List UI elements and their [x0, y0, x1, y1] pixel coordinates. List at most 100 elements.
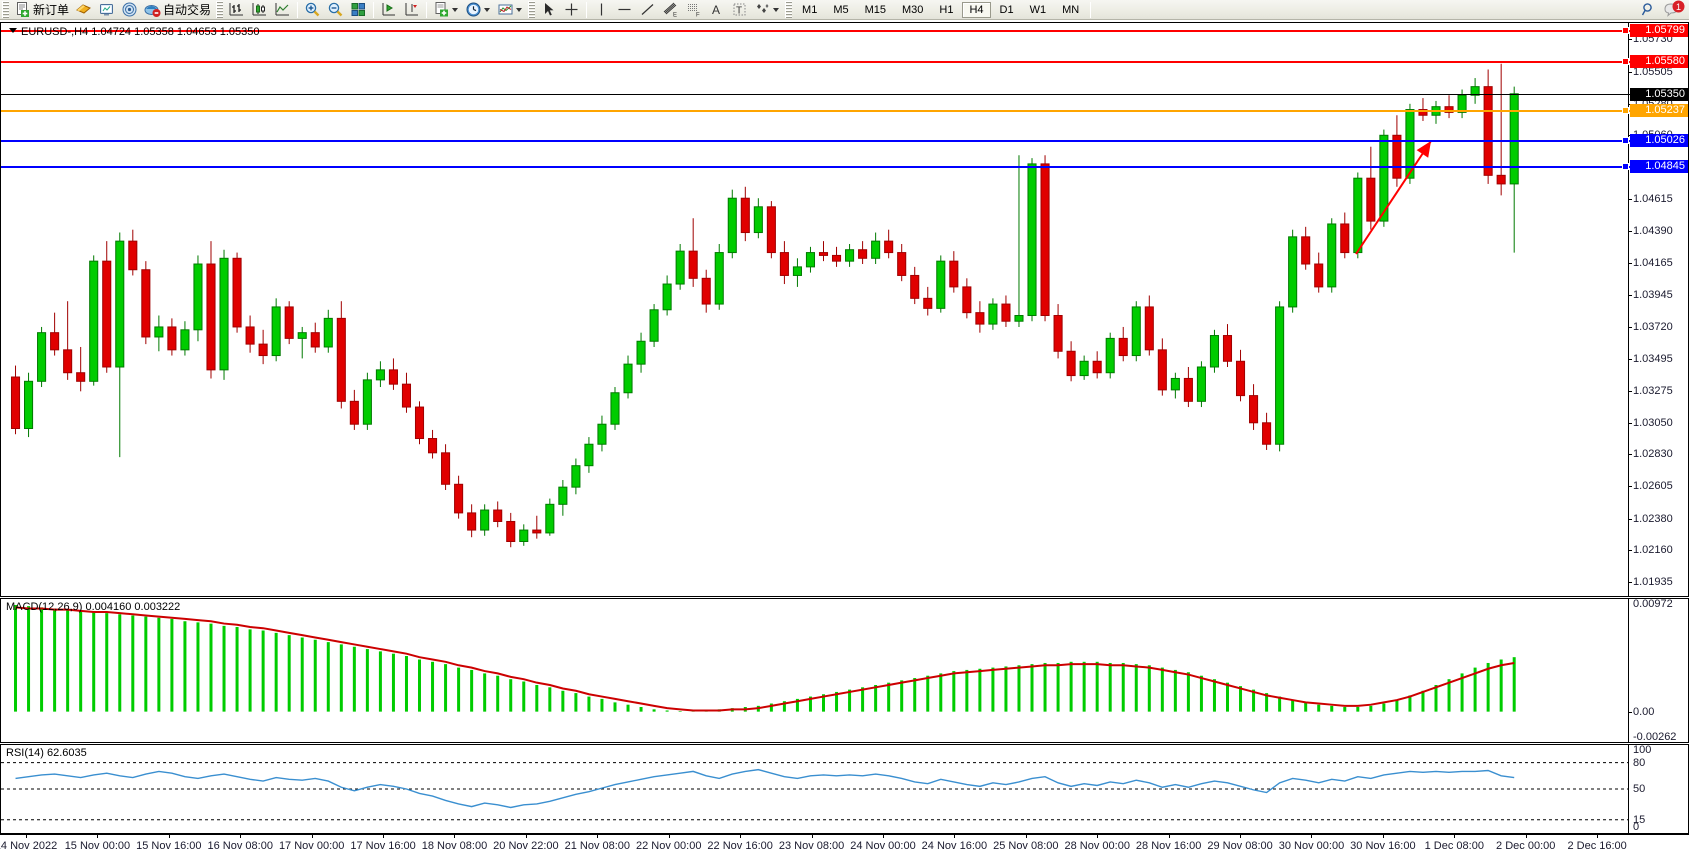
timeframe-w1[interactable]: W1 — [1029, 3, 1047, 16]
equidistant-channel-button[interactable]: E — [659, 1, 682, 19]
toolbar-grip-3[interactable] — [528, 1, 536, 18]
price-level-handle[interactable] — [1622, 57, 1629, 65]
rsi-pane[interactable]: RSI(14) 62.6035 100 80 50 15 0 — [0, 744, 1689, 834]
new-order-button[interactable]: 新订单 — [11, 1, 72, 19]
time-axis-tick: 15 Nov 00:00 — [64, 840, 131, 852]
timeframe-d1[interactable]: D1 — [999, 3, 1014, 16]
rsi-axis-tick: 100 — [1633, 744, 1652, 756]
zoom-out-button[interactable] — [324, 1, 347, 19]
time-axis[interactable]: 14 Nov 2022 15 Nov 00:00 15 Nov 16:00 16 No… — [0, 834, 1689, 857]
vertical-line-button[interactable] — [590, 1, 613, 19]
price-plot-area[interactable] — [1, 23, 1630, 596]
trendline-button[interactable] — [636, 1, 659, 19]
svg-text:T: T — [736, 6, 742, 17]
time-axis-tickmark — [1311, 835, 1313, 838]
toolbar-separator-1 — [297, 1, 299, 18]
chart-shift-button[interactable] — [400, 1, 423, 19]
auto-trading-button[interactable]: 自动交易 — [141, 1, 214, 19]
price-axis-tickmark — [1629, 294, 1632, 296]
objects-icon — [757, 4, 769, 13]
macd-axis-tick: 0.00972 — [1633, 598, 1673, 610]
chevron-down-icon-3 — [516, 7, 523, 12]
toolbar-grip[interactable] — [2, 1, 9, 18]
auto-scroll-button[interactable] — [377, 1, 400, 19]
text-label-icon: T — [733, 3, 746, 17]
metaeditor-button[interactable] — [72, 1, 95, 19]
price-axis[interactable]: 1.057301.055051.052801.050601.048351.046… — [1628, 23, 1688, 596]
text-label-button[interactable]: T — [728, 1, 751, 19]
line-chart-button[interactable] — [271, 1, 294, 19]
support-line-2-tag[interactable]: 1.04845 — [1630, 160, 1688, 174]
rsi-axis-tick: 0 — [1633, 821, 1640, 833]
time-axis-tickmark — [168, 835, 170, 838]
toolbar-grip-2[interactable] — [216, 1, 224, 18]
price-axis-tickmark — [1629, 422, 1632, 424]
timeframe-m5[interactable]: M5 — [833, 3, 849, 16]
zoom-in-button[interactable] — [301, 1, 324, 19]
toolbar-grip-4[interactable] — [785, 1, 793, 18]
signals-icon — [122, 2, 137, 17]
macd-plot-area[interactable] — [1, 599, 1630, 742]
text-button[interactable]: A — [705, 1, 728, 19]
time-axis-tick: 22 Nov 16:00 — [707, 840, 773, 852]
price-level-handle[interactable] — [1622, 106, 1629, 114]
timeframe-m1[interactable]: M1 — [802, 3, 818, 16]
macd-axis[interactable]: 0.00972 0.00 -0.00262 — [1628, 599, 1688, 742]
timeframe-m15[interactable]: M15 — [864, 3, 886, 16]
tile-windows-button[interactable] — [347, 1, 370, 19]
auto-scroll-icon — [382, 3, 396, 16]
bar-chart-button[interactable] — [225, 1, 248, 19]
text-icon: A — [712, 3, 720, 17]
price-axis-tick: 1.02605 — [1633, 480, 1673, 493]
main-toolbar: 新订单 自动交易 — [0, 0, 1689, 20]
chart-shift-icon — [405, 3, 419, 16]
time-axis-tick: 17 Nov 00:00 — [278, 840, 345, 852]
timeframe-h4[interactable]: H4 — [962, 1, 991, 18]
notifications-button[interactable]: 1 — [1660, 0, 1685, 19]
horizontal-line-button[interactable] — [613, 1, 636, 19]
time-axis-tickmark — [1025, 835, 1027, 838]
expert-advisors-button[interactable] — [95, 1, 118, 19]
timeframe-h1[interactable]: H1 — [939, 3, 954, 16]
price-axis-tickmark — [1629, 550, 1632, 552]
price-level-handle[interactable] — [1622, 137, 1629, 145]
rsi-plot-area[interactable] — [1, 745, 1630, 833]
time-axis-tick: 20 Nov 22:00 — [493, 840, 559, 852]
up-trend-arrow[interactable] — [1355, 140, 1432, 255]
rsi-series — [1, 762, 1630, 821]
signals-button[interactable] — [118, 1, 141, 19]
templates-icon — [498, 4, 513, 15]
crosshair-button[interactable] — [560, 1, 583, 19]
current-price-line-tag[interactable]: 1.05350 — [1630, 87, 1688, 101]
price-axis-tickmark — [1629, 486, 1632, 488]
periods-button[interactable] — [462, 1, 494, 19]
resistance-line-1-tag[interactable]: 1.05799 — [1630, 23, 1688, 37]
support-line-1-tag[interactable]: 1.05026 — [1630, 134, 1688, 148]
toolbar-separator-2 — [373, 1, 375, 18]
rsi-axis[interactable]: 100 80 50 15 0 — [1628, 745, 1688, 833]
fibonacci-button[interactable]: F — [682, 1, 705, 19]
price-axis-tick: 1.05505 — [1633, 65, 1673, 78]
objects-button[interactable] — [751, 1, 783, 19]
candlestick-chart-button[interactable] — [248, 1, 271, 19]
symbol-dropdown-arrow-icon[interactable] — [9, 28, 17, 33]
timeframe-mn[interactable]: MN — [1062, 3, 1080, 16]
price-level-handle[interactable] — [1622, 26, 1629, 34]
time-axis-tick: 30 Nov 00:00 — [1278, 840, 1345, 852]
pending-order-line-tag[interactable]: 1.05237 — [1630, 103, 1688, 117]
indicators-button[interactable] — [430, 1, 462, 19]
resistance-line-2-tag[interactable]: 1.05580 — [1630, 54, 1688, 68]
indicators-icon — [435, 2, 449, 17]
notification-badge: 1 — [1672, 0, 1685, 12]
price-axis-tick: 1.04390 — [1633, 225, 1673, 238]
cursor-button[interactable] — [537, 1, 560, 19]
macd-pane[interactable]: MACD(12,26,9) 0.004160 0.003222 0.00972 0… — [0, 598, 1689, 743]
templates-button[interactable] — [494, 1, 526, 19]
price-pane[interactable]: EURUSD-,H4 1.04724 1.05358 1.04653 1.053… — [0, 22, 1689, 597]
timeframe-m30[interactable]: M30 — [902, 3, 924, 16]
search-button[interactable] — [1637, 1, 1660, 19]
time-axis-tick: 24 Nov 00:00 — [850, 840, 916, 852]
macd-axis-tickmark — [1629, 711, 1632, 713]
price-level-handle[interactable] — [1622, 163, 1629, 171]
time-axis-tickmark — [1597, 835, 1599, 838]
